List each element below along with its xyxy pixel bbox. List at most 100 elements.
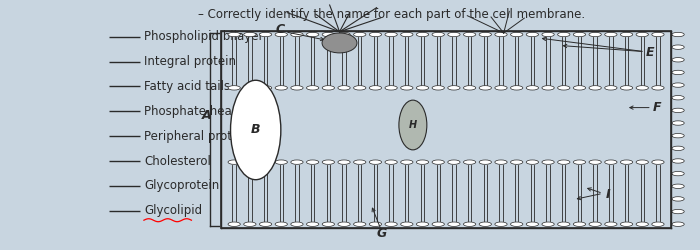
- Circle shape: [652, 222, 664, 226]
- Circle shape: [260, 32, 272, 37]
- Circle shape: [275, 32, 288, 37]
- Circle shape: [307, 160, 319, 164]
- Circle shape: [672, 108, 684, 112]
- Circle shape: [307, 222, 319, 226]
- Circle shape: [275, 222, 288, 226]
- Circle shape: [495, 222, 507, 226]
- Text: Phosphate heads: Phosphate heads: [144, 105, 245, 118]
- Circle shape: [432, 160, 444, 164]
- Circle shape: [672, 32, 684, 37]
- Circle shape: [672, 96, 684, 100]
- Circle shape: [495, 32, 507, 37]
- Circle shape: [589, 32, 601, 37]
- Circle shape: [463, 160, 476, 164]
- Circle shape: [307, 32, 319, 37]
- Circle shape: [385, 160, 398, 164]
- Circle shape: [260, 86, 272, 90]
- Circle shape: [290, 86, 303, 90]
- Bar: [220, 30, 671, 228]
- Circle shape: [260, 160, 272, 164]
- Circle shape: [510, 32, 523, 37]
- Circle shape: [620, 86, 633, 90]
- Text: Fatty acid tails: Fatty acid tails: [144, 80, 230, 93]
- Circle shape: [354, 32, 366, 37]
- Circle shape: [479, 32, 491, 37]
- Circle shape: [260, 222, 272, 226]
- Circle shape: [338, 86, 350, 90]
- Text: Phospholipid bilayer: Phospholipid bilayer: [144, 30, 263, 43]
- Text: G: G: [377, 227, 386, 240]
- Circle shape: [636, 32, 648, 37]
- Circle shape: [448, 222, 460, 226]
- Circle shape: [400, 160, 413, 164]
- Text: Peripheral protein: Peripheral protein: [144, 130, 250, 143]
- Text: E: E: [646, 46, 654, 60]
- Circle shape: [636, 86, 648, 90]
- Circle shape: [416, 32, 428, 37]
- Circle shape: [526, 86, 538, 90]
- Circle shape: [589, 160, 601, 164]
- Circle shape: [620, 222, 633, 226]
- Circle shape: [479, 222, 491, 226]
- Circle shape: [448, 32, 460, 37]
- Circle shape: [244, 32, 256, 37]
- Circle shape: [275, 86, 288, 90]
- Circle shape: [542, 160, 554, 164]
- Text: H: H: [409, 120, 417, 130]
- Text: I: I: [606, 188, 611, 201]
- Text: B: B: [251, 124, 260, 136]
- Circle shape: [275, 160, 288, 164]
- Circle shape: [385, 222, 398, 226]
- Circle shape: [542, 86, 554, 90]
- Circle shape: [290, 160, 303, 164]
- Circle shape: [228, 160, 240, 164]
- Circle shape: [672, 197, 684, 201]
- Circle shape: [338, 160, 350, 164]
- Circle shape: [558, 32, 570, 37]
- Circle shape: [463, 222, 476, 226]
- Circle shape: [526, 32, 538, 37]
- Circle shape: [479, 86, 491, 90]
- Circle shape: [542, 222, 554, 226]
- Circle shape: [672, 184, 684, 188]
- Circle shape: [448, 86, 460, 90]
- Circle shape: [432, 32, 444, 37]
- Circle shape: [448, 160, 460, 164]
- Circle shape: [652, 32, 664, 37]
- Ellipse shape: [230, 80, 281, 180]
- Circle shape: [605, 160, 617, 164]
- Circle shape: [672, 121, 684, 125]
- Circle shape: [510, 222, 523, 226]
- Circle shape: [416, 86, 428, 90]
- Circle shape: [672, 134, 684, 138]
- Text: C: C: [276, 23, 285, 36]
- Circle shape: [620, 32, 633, 37]
- Circle shape: [400, 222, 413, 226]
- Circle shape: [432, 222, 444, 226]
- Ellipse shape: [322, 33, 357, 53]
- Circle shape: [589, 86, 601, 90]
- Circle shape: [244, 222, 256, 226]
- Circle shape: [370, 160, 382, 164]
- Circle shape: [573, 86, 586, 90]
- Circle shape: [495, 160, 507, 164]
- Circle shape: [290, 222, 303, 226]
- Circle shape: [228, 86, 240, 90]
- Circle shape: [672, 209, 684, 214]
- Circle shape: [605, 32, 617, 37]
- Circle shape: [432, 86, 444, 90]
- Circle shape: [370, 86, 382, 90]
- Circle shape: [244, 86, 256, 90]
- Circle shape: [605, 222, 617, 226]
- Circle shape: [479, 160, 491, 164]
- Circle shape: [573, 222, 586, 226]
- Circle shape: [322, 160, 335, 164]
- Circle shape: [354, 86, 366, 90]
- Circle shape: [672, 83, 684, 87]
- Circle shape: [354, 160, 366, 164]
- Circle shape: [370, 32, 382, 37]
- Circle shape: [672, 222, 684, 226]
- Circle shape: [322, 86, 335, 90]
- Circle shape: [338, 222, 350, 226]
- Circle shape: [636, 222, 648, 226]
